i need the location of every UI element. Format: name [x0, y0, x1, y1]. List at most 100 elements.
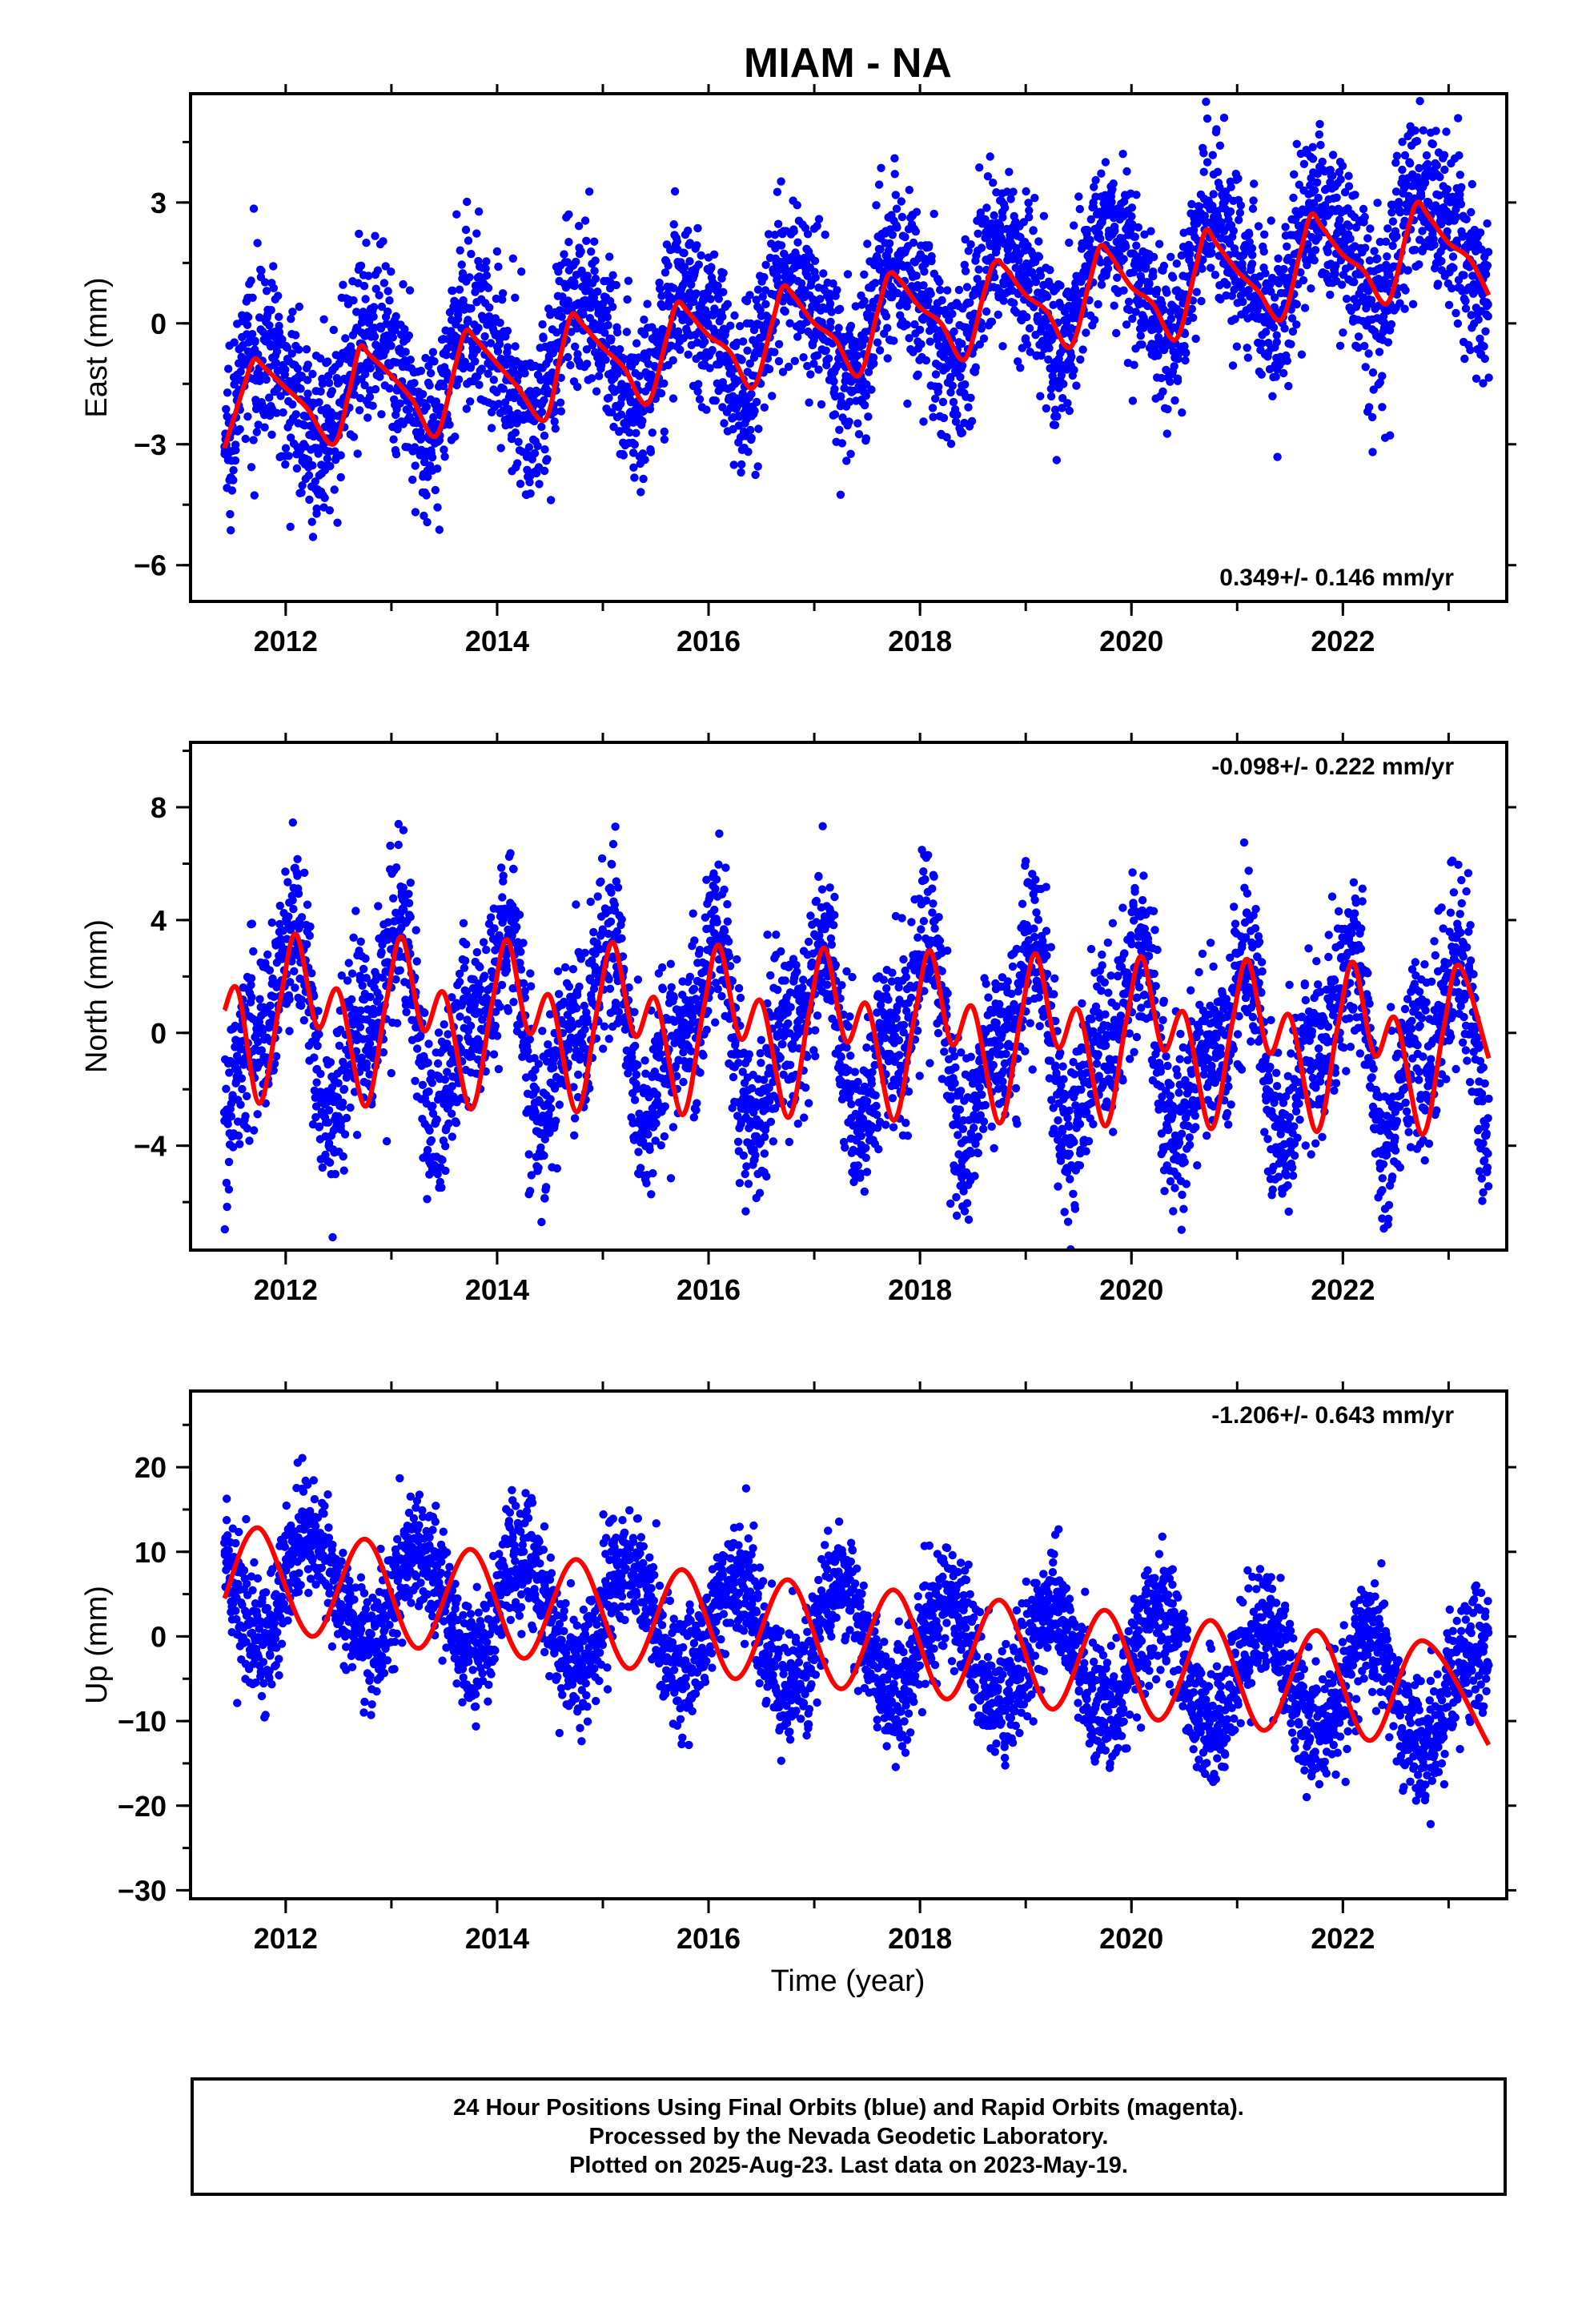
data-point: [293, 854, 302, 864]
data-point: [1440, 165, 1449, 175]
data-point: [1031, 277, 1041, 287]
data-point: [1247, 243, 1257, 253]
data-point: [320, 493, 329, 502]
data-point: [697, 251, 705, 260]
data-point: [897, 212, 907, 222]
data-point: [1311, 246, 1320, 255]
data-point: [638, 416, 647, 425]
data-point: [860, 270, 869, 279]
data-point: [271, 359, 281, 368]
data-point: [400, 324, 409, 334]
data-point: [943, 286, 952, 295]
data-point: [881, 312, 891, 321]
data-point: [494, 262, 503, 271]
data-point: [936, 285, 945, 295]
data-point: [1483, 219, 1492, 228]
data-point: [355, 229, 363, 239]
data-point: [1381, 237, 1391, 246]
data-point: [777, 241, 786, 250]
data-point: [548, 348, 557, 358]
data-point: [1070, 365, 1078, 375]
data-point: [1053, 412, 1062, 421]
data-point: [296, 384, 305, 393]
data-point: [1016, 364, 1025, 372]
data-point: [729, 460, 738, 469]
data-point: [1454, 114, 1463, 123]
data-point: [1345, 222, 1354, 231]
data-point: [998, 342, 1007, 351]
data-point: [1467, 207, 1476, 217]
data-point: [685, 317, 694, 326]
data-point: [603, 312, 612, 322]
data-point: [234, 1132, 243, 1140]
data-point: [243, 412, 252, 421]
data-point: [560, 250, 568, 259]
data-point: [377, 302, 387, 312]
data-point: [394, 840, 403, 850]
data-point: [422, 402, 431, 412]
data-point: [476, 985, 485, 994]
data-point: [1219, 113, 1229, 123]
data-point: [888, 231, 897, 239]
data-point: [622, 382, 632, 391]
data-point: [1310, 186, 1319, 195]
data-point: [262, 375, 271, 384]
data-point: [1406, 159, 1415, 168]
data-point: [925, 241, 934, 250]
data-point: [998, 213, 1007, 222]
data-point: [1364, 349, 1373, 358]
data-point: [830, 384, 839, 393]
data-point: [966, 298, 974, 308]
data-point: [926, 337, 935, 346]
data-point: [475, 380, 484, 389]
data-point: [308, 369, 317, 379]
data-point: [1025, 206, 1034, 215]
data-point: [829, 377, 838, 386]
data-point: [1096, 234, 1105, 243]
data-point: [949, 397, 958, 407]
data-point: [312, 1078, 321, 1087]
data-point: [294, 889, 303, 899]
data-point: [1337, 280, 1347, 289]
data-point: [1094, 300, 1102, 309]
data-point: [1138, 340, 1146, 349]
data-point: [535, 480, 544, 489]
data-point: [248, 293, 257, 302]
data-point: [255, 1017, 264, 1027]
data-point: [314, 1007, 323, 1015]
data-point: [628, 448, 638, 457]
data-point: [588, 340, 597, 350]
data-point: [1234, 174, 1243, 183]
data-point: [326, 461, 335, 471]
data-point: [480, 332, 489, 341]
data-point: [265, 966, 275, 975]
data-point: [861, 392, 871, 400]
data-point: [874, 256, 883, 265]
data-point: [1368, 448, 1377, 456]
data-point: [1187, 304, 1197, 313]
data-point: [875, 346, 885, 355]
data-point: [946, 388, 955, 397]
data-point: [793, 332, 802, 341]
data-point: [316, 354, 325, 363]
data-point: [1109, 179, 1118, 188]
data-point: [746, 425, 755, 435]
data-point: [1157, 373, 1166, 383]
data-point: [753, 462, 762, 471]
data-point: [448, 286, 457, 296]
data-point: [699, 296, 708, 305]
data-point: [736, 322, 745, 331]
data-point: [1359, 204, 1368, 214]
data-point: [821, 230, 829, 239]
data-point: [526, 489, 535, 498]
data-point: [1461, 296, 1470, 306]
data-point: [1166, 252, 1175, 261]
data-point: [833, 360, 842, 370]
data-point: [460, 963, 469, 972]
data-point: [1029, 226, 1038, 235]
data-point: [819, 269, 828, 278]
data-point: [816, 295, 825, 304]
data-point: [1466, 345, 1475, 355]
data-point: [387, 341, 396, 350]
data-point: [334, 1079, 343, 1088]
